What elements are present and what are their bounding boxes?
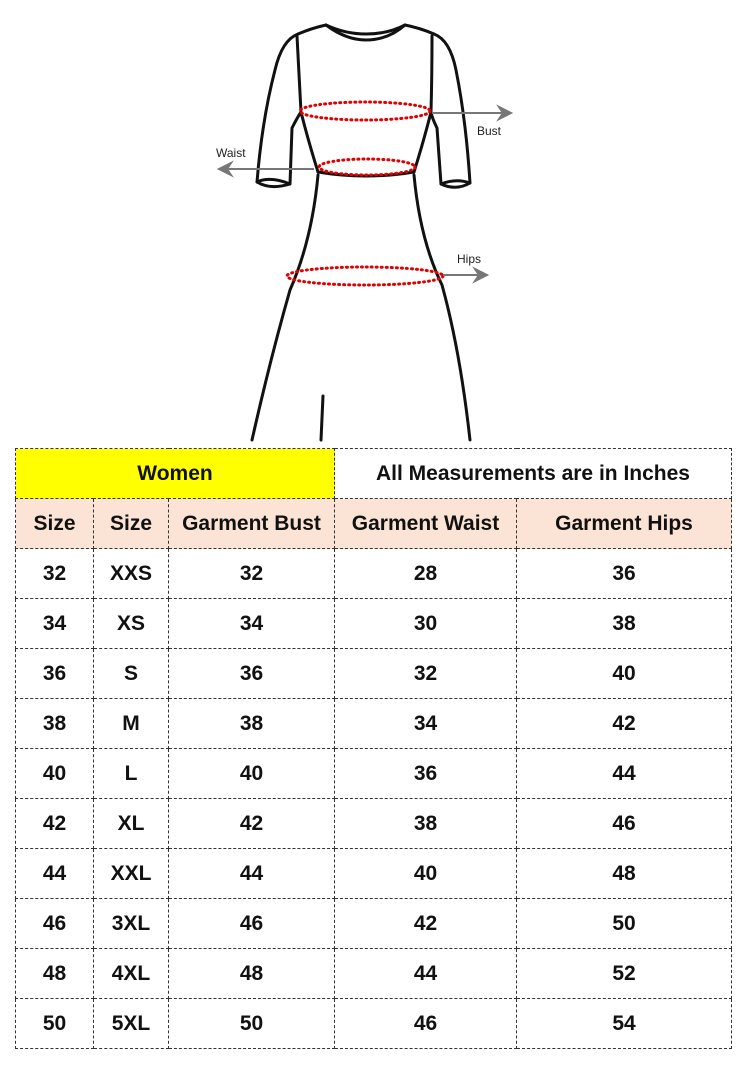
table-cell: 40 — [168, 748, 335, 799]
table-cell: XS — [93, 598, 169, 649]
table-cell: 40 — [15, 748, 94, 799]
column-header: Size — [93, 498, 169, 549]
table-cell: M — [93, 698, 169, 749]
table-cell: 50 — [516, 898, 732, 949]
table-cell: 38 — [334, 798, 517, 849]
table-cell: 28 — [334, 548, 517, 599]
table-cell: 36 — [15, 648, 94, 699]
table-row: 42 XL 42 38 46 — [15, 798, 732, 849]
table-cell: 42 — [15, 798, 94, 849]
table-cell: 36 — [334, 748, 517, 799]
table-cell: S — [93, 648, 169, 699]
table-cell: 34 — [15, 598, 94, 649]
table-cell: 38 — [168, 698, 335, 749]
table-row: 32 XXS 32 28 36 — [15, 548, 732, 599]
table-cell: 3XL — [93, 898, 169, 949]
bust-loop — [298, 100, 432, 122]
table-cell: 32 — [168, 548, 335, 599]
table-cell: 32 — [15, 548, 94, 599]
column-header: Size — [15, 498, 94, 549]
table-cell: 36 — [516, 548, 732, 599]
table-cell: 34 — [168, 598, 335, 649]
table-row: 44 XXL 44 40 48 — [15, 848, 732, 899]
table-cell: 36 — [168, 648, 335, 699]
table-cell: 44 — [15, 848, 94, 899]
column-header: Garment Bust — [168, 498, 335, 549]
table-cell: 40 — [334, 848, 517, 899]
dress-outline — [250, 23, 472, 442]
table-cell: 50 — [168, 998, 335, 1049]
table-row: 46 3XL 46 42 50 — [15, 898, 732, 949]
table-cell: 48 — [516, 848, 732, 899]
table-cell: 50 — [15, 998, 94, 1049]
table-cell: XXS — [93, 548, 169, 599]
table-cell: 44 — [516, 748, 732, 799]
table-cell: 30 — [334, 598, 517, 649]
table-cell: 5XL — [93, 998, 169, 1049]
table-cell: 46 — [15, 898, 94, 949]
table-cell: 42 — [168, 798, 335, 849]
table-cell: L — [93, 748, 169, 799]
table-row: 36 S 36 32 40 — [15, 648, 732, 699]
table-cell: XL — [93, 798, 169, 849]
table-cell: 44 — [334, 948, 517, 999]
table-cell: 54 — [516, 998, 732, 1049]
table-row: 50 5XL 50 46 54 — [15, 998, 732, 1049]
table-cell: 40 — [516, 648, 732, 699]
table-cell: XXL — [93, 848, 169, 899]
table-row: 40 L 40 36 44 — [15, 748, 732, 799]
waist-label: Waist — [216, 146, 246, 160]
women-title: Women — [15, 448, 335, 499]
table-cell: 38 — [516, 598, 732, 649]
dress-measurement-illustration: Bust Waist Hips — [216, 23, 514, 442]
hips-label: Hips — [457, 252, 481, 266]
table-cell: 4XL — [93, 948, 169, 999]
table-cell: 46 — [334, 998, 517, 1049]
header-row: Size Size Garment Bust Garment Waist Gar… — [15, 498, 732, 549]
title-row: Women All Measurements are in Inches — [15, 448, 732, 499]
hips-loop — [285, 265, 445, 287]
table-cell: 42 — [516, 698, 732, 749]
table-cell: 48 — [15, 948, 94, 999]
table-cell: 46 — [516, 798, 732, 849]
table-row: 38 M 38 34 42 — [15, 698, 732, 749]
column-header: Garment Waist — [334, 498, 517, 549]
column-header: Garment Hips — [516, 498, 732, 549]
waist-loop — [317, 157, 417, 177]
table-row: 48 4XL 48 44 52 — [15, 948, 732, 999]
size-chart-table: Women All Measurements are in Inches Siz… — [15, 448, 732, 1049]
measure-arrows — [216, 104, 514, 284]
table-cell: 48 — [168, 948, 335, 999]
table-cell: 38 — [15, 698, 94, 749]
table-cell: 52 — [516, 948, 732, 999]
units-note: All Measurements are in Inches — [334, 448, 732, 499]
table-cell: 42 — [334, 898, 517, 949]
bust-label: Bust — [477, 124, 502, 138]
measure-loops — [285, 100, 445, 287]
table-row: 34 XS 34 30 38 — [15, 598, 732, 649]
table-cell: 44 — [168, 848, 335, 899]
table-cell: 46 — [168, 898, 335, 949]
table-cell: 34 — [334, 698, 517, 749]
table-cell: 32 — [334, 648, 517, 699]
